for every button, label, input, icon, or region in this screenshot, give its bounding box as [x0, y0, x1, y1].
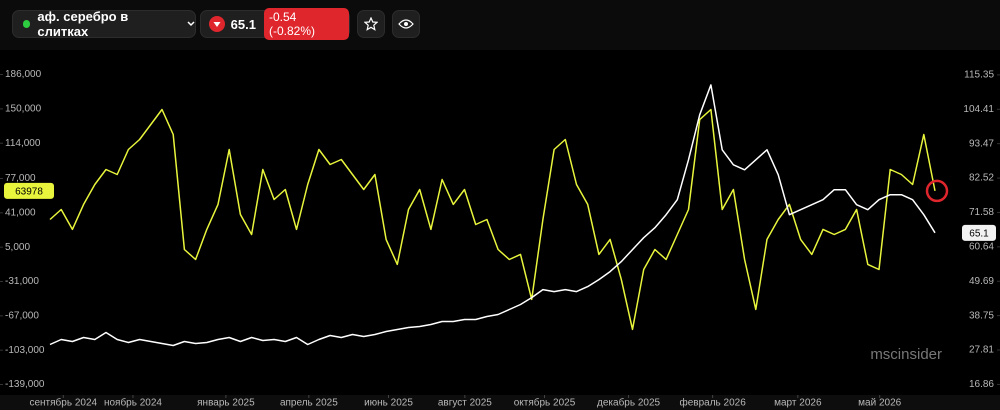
last-value-label: 65.1: [969, 228, 989, 239]
series-line: [49, 84, 936, 347]
y-tick-label: -103,000: [5, 345, 45, 356]
y-tick-label: -139,000: [5, 379, 45, 390]
y2-tick-label: 93.47: [969, 138, 994, 149]
chart: mscinsider 186,000 150,000 114,000 77,000 41…: [0, 69, 1000, 410]
y2-tick-label: 38.75: [969, 310, 994, 321]
x-axis-strip: [0, 395, 1000, 410]
x-tick-label: декабрь 2025: [597, 397, 661, 409]
y2-tick-label: 115.35: [964, 70, 994, 81]
down-icon: [209, 16, 225, 32]
x-tick-label: октябрь 2025: [514, 397, 576, 409]
x-tick-label: март 2026: [774, 398, 822, 409]
header: аф. серебро в слитках 65.1 -0.54 (-0.82%…: [0, 0, 1000, 50]
y2-tick-label: 60.64: [969, 241, 994, 252]
star-icon: [364, 17, 378, 31]
instrument-selector[interactable]: аф. серебро в слитках: [12, 9, 196, 39]
eye-button[interactable]: [392, 10, 420, 38]
x-tick-label: апрель 2025: [280, 398, 338, 409]
eye-icon: [398, 19, 414, 29]
y-tick-label: 5,000: [5, 242, 30, 253]
y-tick-label: -67,000: [5, 310, 39, 321]
watermark: mscinsider: [870, 346, 942, 363]
chevron: [187, 21, 195, 27]
y-tick-label: 41,000: [5, 207, 36, 218]
y2-tick-label: 71.58: [969, 207, 994, 218]
highlight-circle: [925, 179, 949, 203]
x-tick-label: май 2026: [858, 398, 901, 409]
instrument-title: аф. серебро в слитках: [37, 9, 129, 39]
y2-tick-label: 104.41: [963, 104, 994, 115]
status-dot: [23, 20, 31, 28]
y-tick-label: 150,000: [5, 104, 42, 115]
last-value-box: [4, 182, 54, 199]
y2-tick-label: 16.86: [969, 379, 994, 390]
x-tick-label: ноябрь 2024: [104, 397, 162, 409]
price-box: 65.1 -0.54 (-0.82%): [200, 8, 350, 40]
x-tick-label: январь 2025: [197, 398, 255, 409]
series-line: [49, 108, 936, 331]
y2-tick-label: 27.81: [969, 345, 994, 356]
y-tick-label: 114,000: [5, 138, 41, 149]
y-tick-label: 186,000: [5, 69, 42, 80]
y2-tick-label: 82.52: [969, 173, 994, 184]
x-tick-label: август 2025: [438, 398, 492, 409]
x-tick-label: июнь 2025: [364, 398, 413, 409]
last-value-label: 63978: [15, 187, 43, 198]
x-tick-label: февраль 2026: [679, 397, 746, 409]
last-value-box: [962, 224, 996, 241]
change: -0.54 (-0.82%): [263, 8, 349, 40]
y-tick-label: 77,000: [5, 173, 36, 184]
y2-tick-label: 49.69: [969, 276, 994, 287]
price: 65.1: [230, 16, 256, 32]
y-tick-label: -31,000: [5, 276, 39, 287]
x-tick-label: сентябрь 2024: [29, 397, 97, 409]
star-button[interactable]: [357, 10, 385, 38]
